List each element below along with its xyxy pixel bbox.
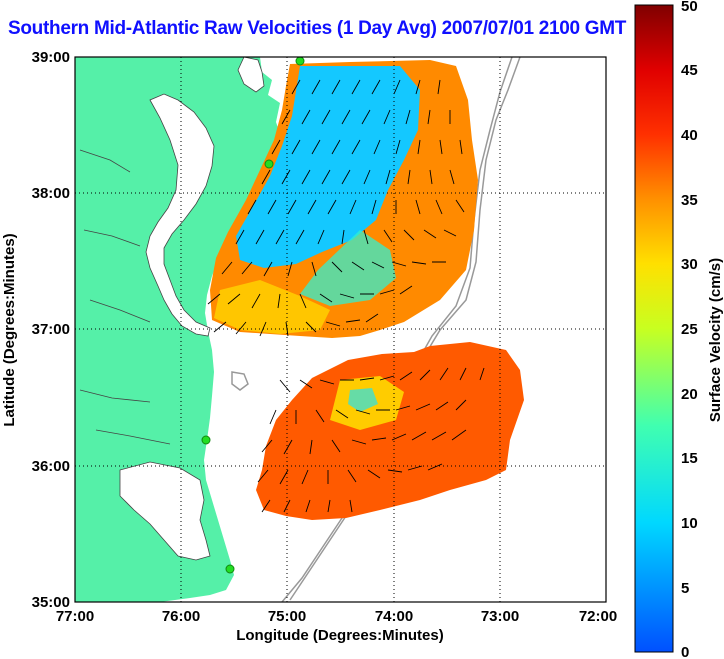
colorbar (634, 4, 674, 653)
colorbar-tick-label: 45 (681, 62, 698, 79)
colorbar-tick-label: 40 (681, 127, 698, 144)
delaware-bay (237, 57, 265, 93)
plot-frame (74, 56, 607, 603)
gridlines (75, 57, 606, 602)
shoal-outline (231, 371, 249, 391)
coastal-rivers (79, 149, 171, 445)
velocity-field-south (256, 342, 524, 520)
y-tick-label: 39:00 (32, 49, 70, 66)
colorbar-tick-label: 5 (681, 580, 689, 597)
land-mass (75, 57, 282, 602)
colorbar-label: Surface Velocity (cm/s) (707, 258, 724, 422)
x-tick-label: 73:00 (481, 608, 519, 625)
y-tick-label: 38:00 (32, 185, 70, 202)
velocity-south-cyan (348, 388, 378, 412)
velocity-mid-ring (300, 230, 396, 306)
colorbar-tick-label: 20 (681, 386, 698, 403)
radar-station (225, 564, 235, 574)
chesapeake-bay (145, 93, 215, 337)
colorbar-tick-label: 10 (681, 515, 698, 532)
colorbar-tick-label: 35 (681, 192, 698, 209)
map-title: Southern Mid-Atlantic Raw Velocities (1 … (8, 18, 627, 39)
colorbar-tick-label: 15 (681, 450, 698, 467)
y-tick-label: 36:00 (32, 458, 70, 475)
x-tick-label: 72:00 (579, 608, 617, 625)
colorbar-tick-label: 25 (681, 321, 698, 338)
y-tick-label: 35:00 (32, 594, 70, 611)
colorbar-tick-label: 30 (681, 256, 698, 273)
velocity-vectors (207, 79, 485, 513)
radar-station (264, 159, 274, 169)
radar-station (201, 435, 211, 445)
x-tick-label: 75:00 (268, 608, 306, 625)
y-axis-label: Latitude (Degrees:Minutes) (1, 233, 18, 426)
colorbar-tick-label: 50 (681, 0, 698, 15)
x-tick-label: 74:00 (375, 608, 413, 625)
y-tick-labels: 39:00 38:00 37:00 36:00 35:00 (32, 49, 70, 611)
y-tick-label: 37:00 (32, 321, 70, 338)
radar-station (295, 57, 305, 66)
x-tick-label: 76:00 (162, 608, 200, 625)
radar-stations (201, 57, 305, 574)
x-tick-labels: 77:00 76:00 75:00 74:00 73:00 72:00 (56, 608, 617, 625)
x-tick-label: 77:00 (56, 608, 94, 625)
velocity-low-core (236, 66, 420, 268)
velocity-yellow-band (214, 280, 330, 334)
colorbar-tick-label: 0 (681, 644, 689, 659)
pamlico-sound (119, 461, 211, 561)
x-axis-label: Longitude (Degrees:Minutes) (236, 627, 444, 644)
colorbar-tick-labels: 0 5 10 15 20 25 30 35 40 45 50 (681, 0, 698, 659)
